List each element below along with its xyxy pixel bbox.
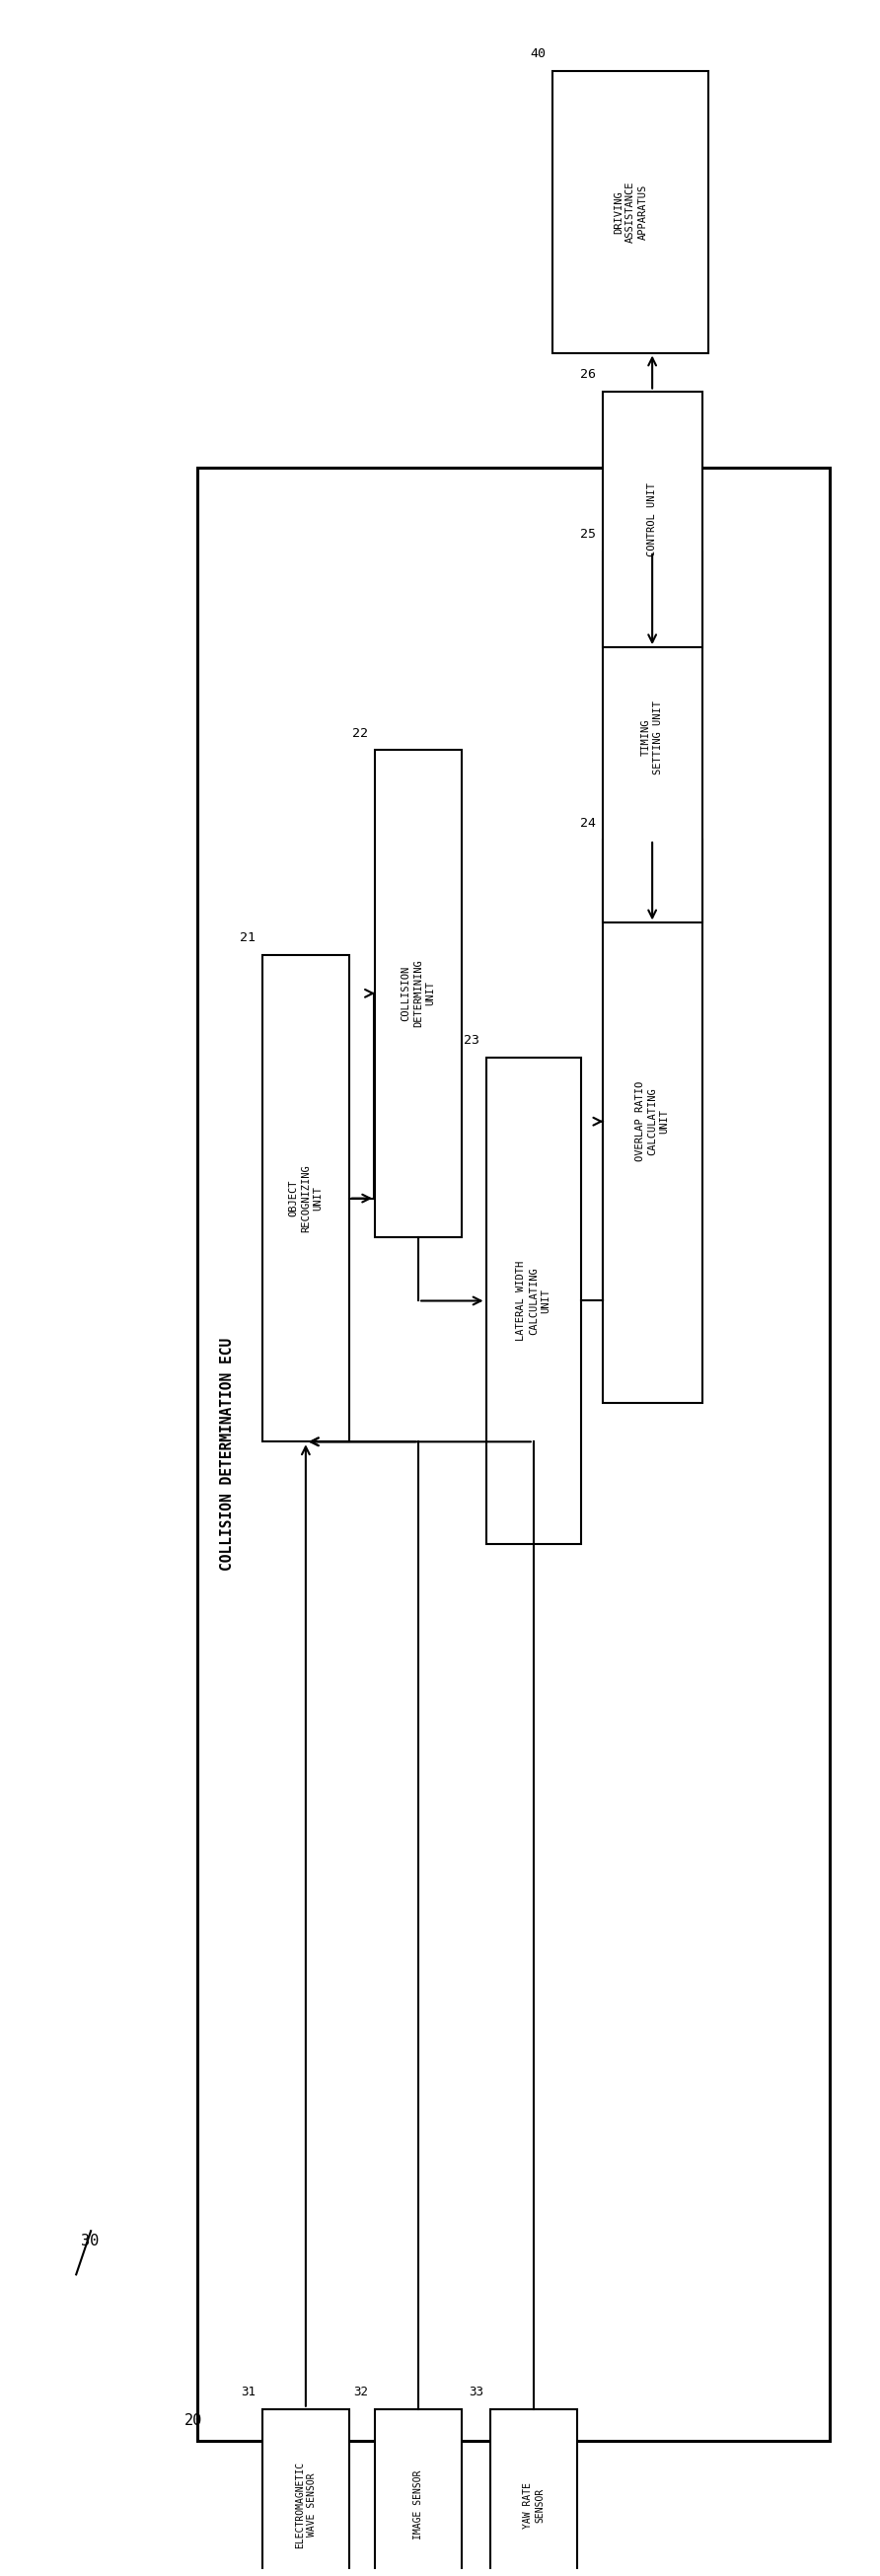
Bar xyxy=(490,2409,577,2576)
Text: 22: 22 xyxy=(352,726,368,739)
Text: 26: 26 xyxy=(580,368,596,381)
Text: YAW RATE
SENSOR: YAW RATE SENSOR xyxy=(523,2481,545,2527)
Text: 32: 32 xyxy=(353,2385,368,2398)
Bar xyxy=(375,750,462,1236)
Text: 30: 30 xyxy=(80,2233,99,2249)
Text: LATERAL WIDTH
CALCULATING
UNIT: LATERAL WIDTH CALCULATING UNIT xyxy=(517,1260,551,1342)
Text: OBJECT
RECOGNIZING
UNIT: OBJECT RECOGNIZING UNIT xyxy=(289,1164,323,1231)
Text: 21: 21 xyxy=(239,933,255,945)
Bar xyxy=(603,840,702,1404)
Text: ELECTROMAGNETIC
WAVE SENSOR: ELECTROMAGNETIC WAVE SENSOR xyxy=(295,2463,317,2548)
Text: 31: 31 xyxy=(241,2385,255,2398)
Bar xyxy=(375,2409,462,2576)
Bar xyxy=(553,72,708,353)
Text: TIMING
SETTING UNIT: TIMING SETTING UNIT xyxy=(642,701,664,775)
Bar xyxy=(603,392,702,647)
Bar xyxy=(486,1056,581,1543)
Text: COLLISION DETERMINATION ECU: COLLISION DETERMINATION ECU xyxy=(220,1337,235,1571)
Text: 23: 23 xyxy=(463,1036,479,1048)
Text: 20: 20 xyxy=(185,2414,202,2429)
Bar xyxy=(603,551,702,922)
Text: 25: 25 xyxy=(580,528,596,541)
Text: OVERLAP RATIO
CALCULATING
UNIT: OVERLAP RATIO CALCULATING UNIT xyxy=(635,1082,670,1162)
Text: IMAGE SENSOR: IMAGE SENSOR xyxy=(414,2470,423,2540)
Text: COLLISION
DETERMINING
UNIT: COLLISION DETERMINING UNIT xyxy=(401,958,436,1028)
Text: 40: 40 xyxy=(530,49,546,62)
Text: CONTROL UNIT: CONTROL UNIT xyxy=(648,482,657,556)
Bar xyxy=(197,469,830,2442)
Text: 24: 24 xyxy=(580,817,596,829)
Bar xyxy=(262,956,349,1443)
Text: DRIVING
ASSISTANCE
APPARATUS: DRIVING ASSISTANCE APPARATUS xyxy=(613,180,648,242)
Text: 33: 33 xyxy=(468,2385,483,2398)
Bar xyxy=(262,2409,349,2576)
